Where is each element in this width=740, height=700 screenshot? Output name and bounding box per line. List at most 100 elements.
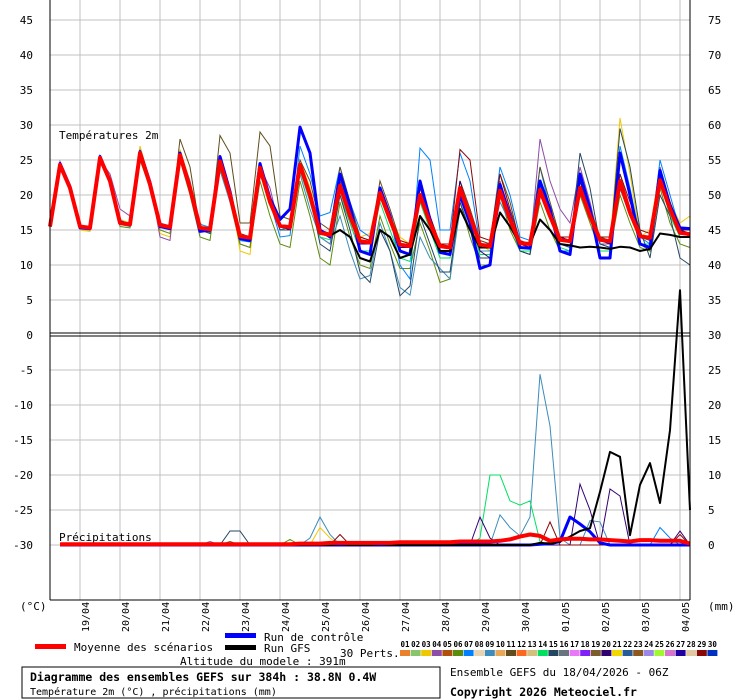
- perturbation-legend-id: 11: [506, 640, 516, 649]
- right-tick-label: 10: [708, 469, 721, 482]
- date-label: 25/04: [321, 602, 332, 632]
- run-label: Ensemble GEFS du 18/04/2026 - 06Z: [450, 666, 669, 679]
- perturbation-legend-id: 26: [665, 640, 675, 649]
- perturbation-legend-id: 15: [549, 640, 558, 649]
- legend-label-perts: 30 Perts.: [340, 647, 400, 660]
- right-tick-label: 0: [708, 539, 715, 552]
- left-tick-label: -25: [13, 504, 33, 517]
- date-label: 24/04: [281, 602, 292, 632]
- left-unit-label: (°C): [20, 600, 47, 613]
- perturbation-legend-id: 13: [528, 640, 538, 649]
- perturbation-legend-swatch: [601, 650, 612, 656]
- perturbation-legend-id: 24: [644, 640, 654, 649]
- perturbation-legend-swatch: [569, 650, 580, 656]
- perturbation-legend-id: 16: [559, 640, 569, 649]
- date-label: 03/05: [641, 602, 652, 632]
- left-tick-label: -20: [13, 469, 33, 482]
- left-tick-label: 25: [20, 154, 33, 167]
- left-tick-label: -30: [13, 539, 33, 552]
- perturbation-legend-id: 09: [485, 640, 495, 649]
- date-label: 29/04: [481, 602, 492, 632]
- perturbation-legend-id: 08: [475, 640, 485, 649]
- left-tick-label: 40: [20, 49, 33, 62]
- perturbation-legend-id: 10: [496, 640, 506, 649]
- perturbation-legend-id: 07: [464, 640, 473, 649]
- date-label: 23/04: [241, 602, 252, 632]
- left-tick-label: 10: [20, 259, 33, 272]
- date-label: 30/04: [521, 602, 532, 632]
- right-tick-label: 35: [708, 294, 721, 307]
- perturbation-legend-id: 28: [687, 640, 697, 649]
- right-tick-label: 15: [708, 434, 721, 447]
- perturbation-precipitation-lines: [60, 374, 691, 546]
- left-tick-label: 20: [20, 189, 33, 202]
- left-tick-label: 0: [26, 329, 33, 342]
- date-label: 28/04: [441, 602, 452, 632]
- perturbation-legend-id: 20: [602, 640, 612, 649]
- right-tick-label: 75: [708, 14, 721, 27]
- date-label: 02/05: [601, 602, 612, 632]
- perturbation-legend-id: 02: [411, 640, 420, 649]
- perturbation-legend-swatch: [633, 650, 644, 656]
- perturbation-legend-id: 27: [676, 640, 685, 649]
- mean-precipitation-line: [60, 532, 691, 547]
- left-tick-label: 5: [26, 294, 33, 307]
- grid: [50, 0, 690, 600]
- y-axis-ticks: 454035302520151050-5-10-15-20-25-3075706…: [13, 14, 721, 552]
- chart-title: Diagramme des ensembles GEFS sur 384h : …: [30, 670, 376, 684]
- perturbation-09-precipitation-line: [60, 374, 690, 546]
- date-label: 04/05: [681, 602, 692, 632]
- temperature-panel-label: Températures 2m: [59, 129, 159, 142]
- right-tick-label: 20: [708, 399, 721, 412]
- left-tick-label: 35: [20, 84, 33, 97]
- perturbation-legend: 01 02 03 04 05 06 07 08 09 10 11 12 13 14 15 16 17 18 19 20…: [400, 640, 718, 656]
- right-tick-label: 70: [708, 49, 721, 62]
- date-label: 20/04: [121, 602, 132, 632]
- perturbation-legend-swatch: [559, 650, 569, 656]
- left-tick-label: 30: [20, 119, 33, 132]
- perturbation-legend-swatch: [612, 650, 622, 656]
- title-box: [21, 666, 441, 699]
- perturbation-legend-swatch: [516, 650, 527, 656]
- perturbation-legend-id: 01: [400, 640, 410, 649]
- altitude-label: Altitude du modele : 391m: [180, 655, 346, 668]
- perturbation-legend-swatch: [665, 650, 675, 656]
- gfs-precipitation-line: [60, 289, 691, 546]
- perturbation-legend-swatch: [622, 650, 633, 656]
- right-tick-label: 45: [708, 224, 721, 237]
- perturbation-legend-id: 21: [612, 640, 622, 649]
- perturbation-legend-id: 03: [422, 640, 432, 649]
- perturbation-legend-swatch: [654, 650, 665, 656]
- perturbation-legend-swatch: [495, 650, 506, 656]
- right-unit-label: (mm): [708, 600, 735, 613]
- left-tick-label: -5: [20, 364, 33, 377]
- perturbation-legend-swatch: [537, 650, 548, 656]
- perturbation-legend-swatch: [548, 650, 559, 656]
- perturbation-legend-swatch: [707, 650, 718, 656]
- perturbation-legend-swatch: [696, 650, 707, 656]
- right-tick-label: 40: [708, 259, 721, 272]
- perturbation-legend-id: 29: [697, 640, 707, 649]
- left-tick-label: 15: [20, 224, 33, 237]
- perturbation-legend-swatch: [453, 650, 463, 656]
- perturbation-legend-swatch: [643, 650, 654, 656]
- right-tick-label: 60: [708, 119, 721, 132]
- perturbation-legend-swatch: [675, 650, 686, 656]
- date-label: 21/04: [161, 602, 172, 632]
- copyright: Copyright 2026 Meteociel.fr: [450, 685, 637, 699]
- perturbation-legend-swatch: [580, 650, 591, 656]
- legend-label-mean: Moyenne des scénarios: [74, 641, 213, 654]
- perturbation-legend-id: 17: [570, 640, 579, 649]
- perturbation-legend-id: 22: [623, 640, 632, 649]
- perturbation-legend-swatch: [527, 650, 538, 656]
- left-tick-label: -15: [13, 434, 33, 447]
- right-tick-label: 65: [708, 84, 721, 97]
- perturbation-legend-swatch: [410, 650, 421, 656]
- perturbation-legend-swatch: [431, 650, 442, 656]
- date-label: 27/04: [401, 602, 412, 632]
- perturbation-legend-id: 25: [655, 640, 664, 649]
- date-label: 22/04: [201, 602, 212, 632]
- perturbation-legend-id: 18: [581, 640, 591, 649]
- perturbation-legend-id: 30: [708, 640, 718, 649]
